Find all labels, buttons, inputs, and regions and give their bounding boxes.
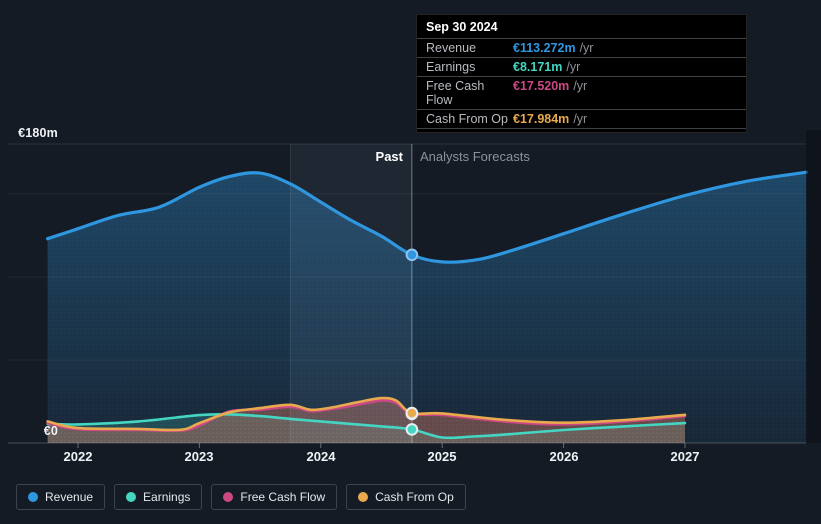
- tooltip-unit: /yr: [573, 112, 588, 126]
- legend-label: Free Cash Flow: [240, 490, 326, 504]
- forecasts-label: Analysts Forecasts: [420, 149, 530, 164]
- legend-label: Revenue: [45, 490, 94, 504]
- tooltip-unit: /yr: [579, 41, 594, 55]
- legend-cash-from-op-button[interactable]: Cash From Op: [346, 484, 466, 510]
- tooltip-row-cash-from-op: Cash From Op €17.984m /yr: [417, 109, 746, 129]
- legend-earnings-button[interactable]: Earnings: [114, 484, 203, 510]
- tooltip-unit: /yr: [566, 60, 581, 74]
- x-tick-label-2027: 2027: [670, 449, 700, 464]
- y-axis-label-zero: €0: [43, 424, 58, 438]
- y-axis-label-max: €180m: [18, 126, 58, 140]
- tooltip-value: €8.171m: [513, 60, 563, 74]
- past-year-band: [290, 144, 412, 443]
- tooltip-unit: /yr: [573, 79, 588, 93]
- past-label: Past: [375, 149, 403, 164]
- cash_from_op-line: [46, 396, 687, 432]
- x-tick-label-2024: 2024: [306, 449, 336, 464]
- x-tick-label-2022: 2022: [63, 449, 93, 464]
- chart-tooltip: Sep 30 2024 Revenue €113.272m /yr Earnin…: [416, 14, 747, 133]
- revenue-color-dot: [28, 492, 38, 502]
- legend-free-cash-flow-button[interactable]: Free Cash Flow: [211, 484, 338, 510]
- tooltip-row-revenue: Revenue €113.272m /yr: [417, 38, 746, 57]
- legend: Revenue Earnings Free Cash Flow Cash Fro…: [16, 484, 466, 510]
- tooltip-label: Cash From Op: [426, 112, 508, 126]
- revenue-line: [46, 170, 808, 264]
- tooltip-label: Free Cash Flow: [426, 79, 485, 107]
- earnings-line: [46, 412, 687, 440]
- tooltip-date: Sep 30 2024: [426, 20, 498, 34]
- earnings-color-dot: [126, 492, 137, 502]
- x-tick-label-2025: 2025: [427, 449, 457, 464]
- earnings-marker[interactable]: [405, 423, 419, 436]
- legend-label: Earnings: [143, 490, 191, 504]
- tooltip-value: €17.984m: [513, 112, 570, 126]
- cash_from_op-marker[interactable]: [405, 406, 419, 420]
- tooltip-row-free-cash-flow: Free Cash Flow €17.520m /yr: [417, 76, 746, 109]
- tooltip-value: €113.272m: [513, 41, 576, 55]
- legend-revenue-button[interactable]: Revenue: [16, 484, 106, 510]
- revenue-marker[interactable]: [405, 248, 419, 262]
- tooltip-label: Earnings: [426, 60, 476, 74]
- x-tick-label-2023: 2023: [184, 449, 214, 464]
- tooltip-label: Revenue: [426, 41, 477, 55]
- tooltip-value: €17.520m: [513, 79, 570, 93]
- free-cash-flow-color-dot: [223, 492, 234, 502]
- x-tick-label-2026: 2026: [549, 449, 579, 464]
- legend-label: Cash From Op: [375, 490, 454, 504]
- tooltip-row-earnings: Earnings €8.171m /yr: [417, 57, 746, 76]
- revenue-area-texture: [47, 172, 807, 443]
- cash-from-op-color-dot: [358, 492, 369, 502]
- plot-right-margin: [806, 130, 821, 443]
